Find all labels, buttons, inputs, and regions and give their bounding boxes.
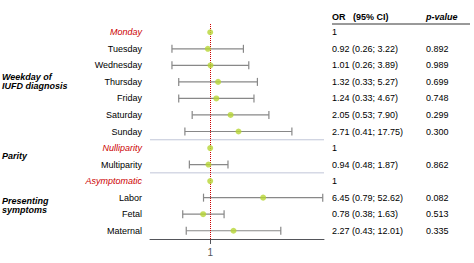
svg-text:Presenting: Presenting	[2, 196, 49, 207]
svg-text:6.45 (0.79; 52.62): 6.45 (0.79; 52.62)	[332, 193, 403, 203]
svg-text:2.71 (0.41; 17.75): 2.71 (0.41; 17.75)	[332, 127, 403, 137]
svg-text:Labor: Labor	[119, 193, 142, 203]
svg-text:0.92 (0.26; 3.22): 0.92 (0.26; 3.22)	[332, 44, 398, 54]
svg-text:0.513: 0.513	[426, 209, 449, 219]
svg-text:p-value: p-value	[425, 12, 458, 22]
svg-text:symptoms: symptoms	[2, 205, 47, 215]
svg-text:Maternal: Maternal	[107, 226, 142, 236]
svg-text:2.27 (0.43; 12.01): 2.27 (0.43; 12.01)	[332, 226, 403, 236]
svg-text:Asymptomatic: Asymptomatic	[84, 176, 142, 186]
svg-text:1: 1	[207, 247, 213, 258]
svg-text:0.082: 0.082	[426, 193, 449, 203]
svg-text:0.299: 0.299	[426, 110, 449, 120]
svg-text:0.748: 0.748	[426, 93, 449, 103]
svg-text:0.335: 0.335	[426, 226, 449, 236]
svg-text:OR (95% CI): OR (95% CI)	[332, 12, 389, 22]
svg-text:1.24 (0.33; 4.67): 1.24 (0.33; 4.67)	[332, 93, 398, 103]
svg-text:Saturday: Saturday	[106, 110, 143, 120]
svg-text:0.78 (0.38; 1.63): 0.78 (0.38; 1.63)	[332, 209, 398, 219]
svg-text:Thursday: Thursday	[104, 77, 142, 87]
svg-text:Nulliparity: Nulliparity	[102, 143, 142, 153]
svg-text:1: 1	[332, 27, 337, 37]
svg-text:0.300: 0.300	[426, 127, 449, 137]
svg-text:1.01 (0.26; 3.89): 1.01 (0.26; 3.89)	[332, 60, 398, 70]
svg-text:Friday: Friday	[117, 93, 143, 103]
svg-text:0.862: 0.862	[426, 160, 449, 170]
svg-text:2.05 (0.53; 7.90): 2.05 (0.53; 7.90)	[332, 110, 398, 120]
svg-text:1: 1	[332, 176, 337, 186]
svg-text:0.989: 0.989	[426, 60, 449, 70]
svg-text:Weekday of: Weekday of	[2, 72, 52, 83]
svg-text:1.32 (0.33; 5.27): 1.32 (0.33; 5.27)	[332, 77, 398, 87]
svg-text:0.892: 0.892	[426, 44, 449, 54]
svg-text:Sunday: Sunday	[111, 127, 142, 137]
svg-text:Monday: Monday	[110, 27, 143, 37]
svg-text:Parity: Parity	[2, 151, 28, 161]
svg-text:Wednesday: Wednesday	[95, 60, 143, 70]
svg-text:1: 1	[332, 143, 337, 153]
svg-text:Fetal: Fetal	[122, 209, 142, 219]
svg-text:Tuesday: Tuesday	[108, 44, 143, 54]
svg-text:0.699: 0.699	[426, 77, 449, 87]
svg-text:0.94 (0.48; 1.87): 0.94 (0.48; 1.87)	[332, 160, 398, 170]
svg-text:IUFD diagnosis: IUFD diagnosis	[2, 81, 68, 91]
svg-text:Multiparity: Multiparity	[101, 160, 143, 170]
